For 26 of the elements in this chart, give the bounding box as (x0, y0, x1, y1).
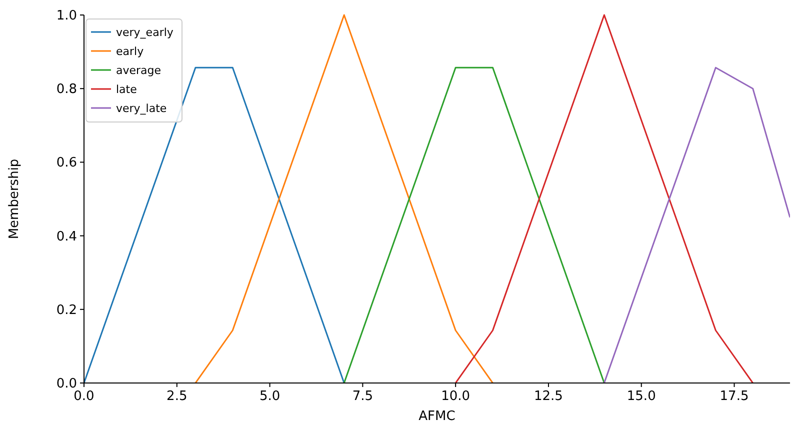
legend-label: early (116, 45, 144, 58)
y-tick-label: 0.8 (56, 82, 77, 98)
x-tick-label: 12.5 (534, 389, 563, 404)
line-series (603, 66, 790, 384)
y-tick-label: 0.2 (56, 302, 77, 318)
x-tick-label: 17.5 (720, 389, 749, 404)
line-series (454, 14, 754, 384)
y-tick-label: 1.0 (56, 8, 77, 24)
y-tick-label: 0.4 (56, 229, 77, 244)
x-tick-label: 10.0 (441, 389, 470, 404)
legend-label: average (116, 64, 162, 77)
line-series (343, 66, 605, 384)
y-tick-label: 0.0 (56, 376, 77, 392)
legend-label: very_late (116, 102, 167, 115)
legend-label: late (116, 83, 138, 96)
line-series (84, 66, 345, 384)
x-tick-label: 15.0 (626, 389, 656, 404)
x-tick-label: 0.0 (74, 389, 94, 404)
y-tick-label: 0.6 (56, 156, 77, 171)
legend-label: very_early (116, 26, 174, 39)
x-tick-label: 7.5 (352, 389, 374, 404)
x-tick-label: 2.5 (166, 389, 188, 404)
x-tick-label: 5.0 (259, 389, 280, 404)
y-axis-title: Membership (7, 158, 22, 240)
x-axis-title: AFMC (418, 409, 456, 424)
line-series (194, 14, 494, 384)
